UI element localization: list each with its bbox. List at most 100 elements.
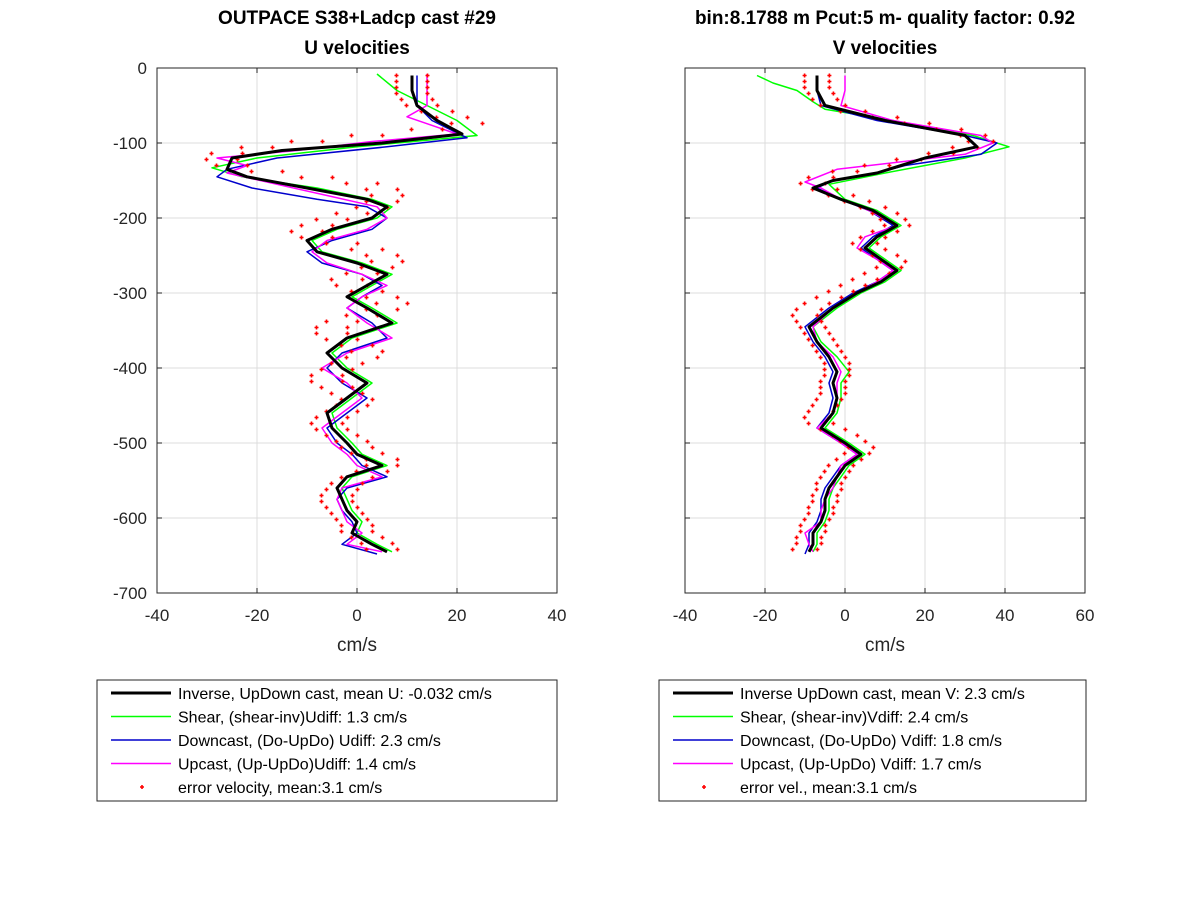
error-velocity-point [950,145,955,150]
error-velocity-point [883,247,888,252]
error-velocity-point [370,445,375,450]
error-velocity-point [360,511,365,516]
error-velocity-point [380,349,385,354]
error-velocity-point [399,97,404,102]
error-velocity-point [839,295,844,300]
error-velocity-point [835,343,840,348]
error-velocity-point [380,289,385,294]
error-velocity-point [802,73,807,78]
error-velocity-point [329,511,334,516]
u-grid [156,67,558,594]
error-velocity-point [810,493,815,498]
error-velocity-point [375,181,380,186]
error-velocity-point [214,163,219,168]
error-velocity-point [835,499,840,504]
error-velocity-point [249,169,254,174]
error-velocity-point [380,451,385,456]
error-velocity-point [903,259,908,264]
v-legend: Inverse UpDown cast, mean V: 2.3 cm/s She… [658,679,1087,802]
error-velocity-point [390,265,395,270]
error-velocity-point [835,493,840,498]
error-velocity-point [369,193,374,198]
x-tick-label: 20 [448,606,467,625]
error-velocity-point [810,403,815,408]
error-velocity-point [847,373,852,378]
error-velocity-point [360,481,365,486]
error-velocity-point [400,193,405,198]
error-velocity-point [319,385,324,390]
error-velocity-point [802,85,807,90]
x-tick-label: 40 [548,606,567,625]
error-velocity-point [830,169,835,174]
error-velocity-point [806,505,811,510]
error-velocity-point [838,283,843,288]
error-velocity-point [364,295,369,300]
error-velocity-point [810,499,815,504]
error-velocity-point [926,151,931,156]
u-tick-labels: -40 -20 0 20 400-100-200-300-400-500-600-700 [113,59,566,625]
error-velocity-point [334,283,339,288]
error-velocity-point [822,469,827,474]
error-velocity-point [364,187,369,192]
error-velocity-point [394,73,399,78]
error-velocity-point [209,151,214,156]
error-velocity-point [394,85,399,90]
error-velocity-point [874,265,879,270]
error-velocity-point [863,109,868,114]
x-tick-label: 60 [1076,606,1095,625]
error-velocity-point [798,523,803,528]
error-velocity-point [345,331,350,336]
error-velocity-point [798,181,803,186]
error-velocity-point [355,319,360,324]
error-velocity-point [369,259,374,264]
error-velocity-point [822,361,827,366]
error-velocity-point [344,355,349,360]
error-velocity-point [806,511,811,516]
y-tick-label: -300 [113,284,147,303]
u-title-line1: OUTPACE S38+Ladcp cast #29 [218,8,496,29]
error-velocity-point [899,265,904,270]
error-velocity-point [818,103,823,108]
error-velocity-point [823,325,828,330]
error-velocity-point [380,133,385,138]
error-velocity-point [409,127,414,132]
error-velocity-point [894,157,899,162]
legend-box [96,679,558,802]
error-velocity-point [355,433,360,438]
error-velocity-point [851,193,856,198]
error-velocity-point [355,487,360,492]
error-velocity-point [843,385,848,390]
error-velocity-point [927,121,932,126]
error-velocity-point [365,517,370,522]
x-tick-label: -20 [753,606,778,625]
error-velocity-point [806,91,811,96]
error-velocity-point [790,547,795,552]
error-velocity-point [859,457,864,462]
error-velocity-point [818,355,823,360]
error-velocity-point [851,289,856,294]
error-velocity-point [465,115,470,120]
error-velocity-point [450,109,455,114]
error-velocity-point [339,529,344,534]
series-line-0 [807,75,979,553]
error-velocity-point [843,475,848,480]
error-velocity-point [355,505,360,510]
error-velocity-point [345,427,350,432]
error-velocity-point [802,415,807,420]
error-velocity-point [839,487,844,492]
error-velocity-point [802,517,807,522]
error-velocity-point [831,421,836,426]
error-velocity-point [843,103,848,108]
error-velocity-point [395,547,400,552]
error-velocity-point [270,145,275,150]
error-velocity-point [814,349,819,354]
error-velocity-point [847,361,852,366]
error-velocity-point [299,235,304,240]
error-velocity-point [390,541,395,546]
legend-label: Inverse UpDown cast, mean V: 2.3 cm/s [740,686,1025,703]
error-velocity-point [814,481,819,486]
error-velocity-point [818,391,823,396]
y-tick-label: -200 [113,209,147,228]
error-velocity-markers [790,73,996,552]
error-velocity-point [395,295,400,300]
